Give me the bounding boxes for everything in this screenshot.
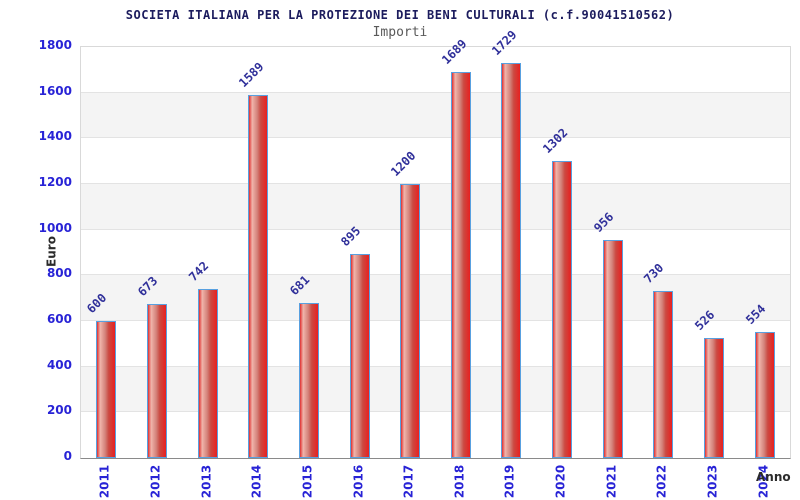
y-tick-label: 400 <box>46 357 72 372</box>
y-tick-label: 0 <box>63 449 72 463</box>
y-tick-label: 1600 <box>38 83 72 98</box>
bar <box>552 160 573 458</box>
x-tick-label: 2016 <box>351 464 366 499</box>
x-tick-label: 2015 <box>300 464 315 499</box>
gridline <box>81 228 790 230</box>
bar <box>197 288 218 458</box>
y-tick-label: 600 <box>46 312 72 326</box>
bar <box>501 63 522 458</box>
y-tick-label: 800 <box>46 266 72 281</box>
gridline <box>81 274 790 276</box>
x-tick-label: 2018 <box>452 464 467 499</box>
y-tick-label: 1200 <box>38 175 72 189</box>
x-tick-label: 2011 <box>97 464 112 499</box>
chart-subtitle: Importi <box>372 25 428 40</box>
x-tick-label: 2012 <box>148 464 163 499</box>
bar <box>298 302 319 458</box>
x-axis-title: Anno <box>756 470 791 484</box>
bar <box>450 72 471 458</box>
plot-band <box>81 366 790 413</box>
y-tick-label: 1000 <box>38 220 72 235</box>
x-tick-label: 2013 <box>199 464 214 499</box>
bar-value-label: 1589 <box>236 59 267 91</box>
bar <box>704 337 725 458</box>
bar <box>146 304 167 458</box>
bar <box>96 321 117 458</box>
x-tick-label: 2020 <box>553 464 568 499</box>
bar <box>653 291 674 458</box>
chart-title: SOCIETA ITALIANA PER LA PROTEZIONE DEI B… <box>125 8 675 22</box>
x-tick-label: 2021 <box>604 464 619 499</box>
y-tick-label: 1400 <box>38 129 72 144</box>
y-tick-label: 200 <box>46 403 72 418</box>
x-tick-label: 2019 <box>502 464 517 499</box>
y-axis-title: Euro <box>44 236 59 267</box>
plot-band <box>81 92 790 139</box>
x-tick-label: 2017 <box>401 464 416 499</box>
gridline <box>81 365 790 367</box>
bar <box>400 184 421 458</box>
gridline <box>81 320 790 321</box>
plot-band <box>81 184 790 230</box>
bar <box>349 253 370 458</box>
plot-area: 600 673 742 1589 681 895 1200 1689 1729 1302 956 73… <box>80 28 791 459</box>
gridline <box>81 91 790 93</box>
bar-value-label: 1689 <box>438 37 470 68</box>
y-tick-label: 1800 <box>38 38 72 52</box>
x-tick-label: 2022 <box>654 464 669 499</box>
bar <box>248 95 269 458</box>
gridline <box>81 137 790 139</box>
x-tick-label: 2014 <box>249 464 264 499</box>
plot-band <box>81 275 790 321</box>
bar <box>602 239 623 458</box>
bar-value-label: 1200 <box>388 148 419 179</box>
x-tick-label: 2023 <box>705 464 720 499</box>
bar <box>754 331 775 458</box>
gridline <box>81 183 790 184</box>
gridline <box>81 411 790 413</box>
